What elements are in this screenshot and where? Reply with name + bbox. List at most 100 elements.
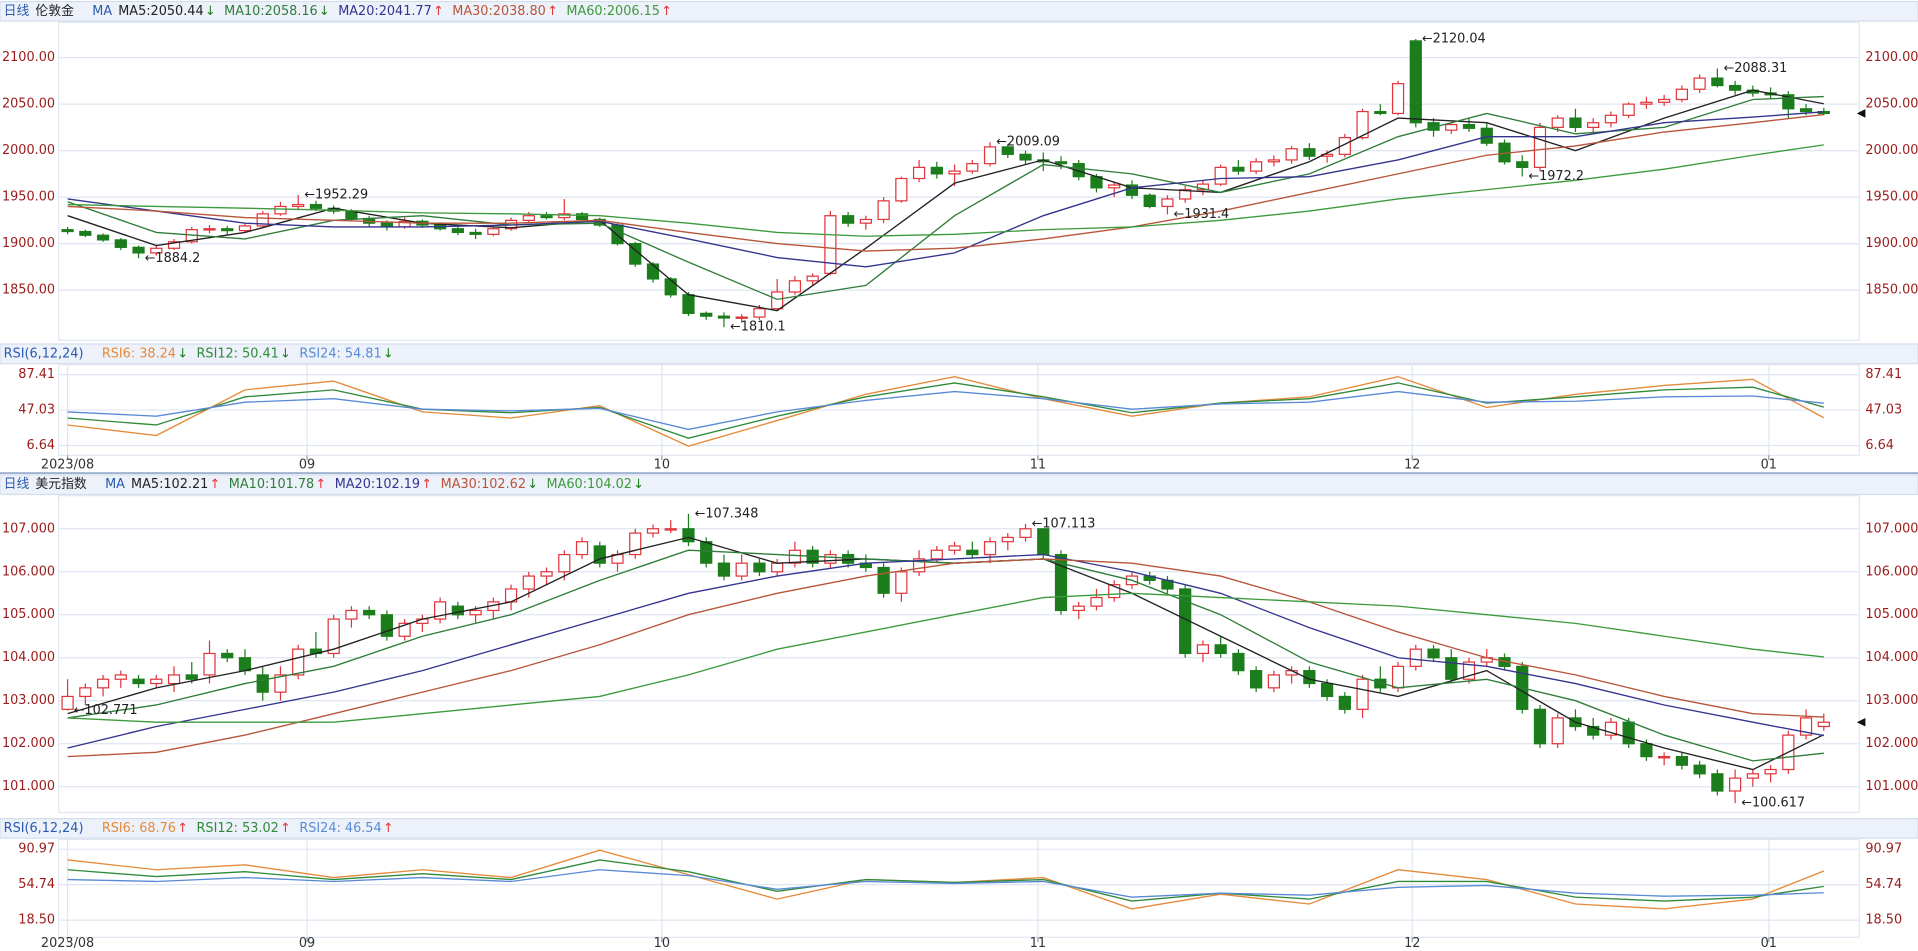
y-tick-label: 90.97: [18, 842, 55, 857]
candle-body: [717, 315, 731, 319]
candle-body: [1161, 198, 1174, 208]
legend-arrow: ↓: [205, 4, 216, 19]
candle-body: [1675, 88, 1689, 101]
candle-body: [753, 562, 766, 573]
candle-body: [1356, 110, 1369, 139]
legend-arrow: ↓: [527, 477, 538, 492]
y-tick-label: 2100.00: [2, 50, 55, 65]
extreme-annotation: ←2120.04: [1422, 32, 1486, 47]
legend-arrow: ↑: [661, 4, 672, 19]
candle-body: [1179, 189, 1192, 200]
candle-body: [1001, 536, 1014, 543]
candle-body: [292, 203, 305, 208]
candle-body: [1817, 721, 1830, 728]
candle-body: [771, 291, 784, 310]
legend-entry: MA20:102.19: [335, 477, 420, 492]
candle-body: [1480, 127, 1493, 144]
panel-title: RSI(6,12,24): [4, 346, 84, 361]
candle-body: [1072, 605, 1085, 612]
y-tick-label: 1950.00: [2, 190, 55, 205]
candle-body: [735, 562, 748, 577]
y-tick-label: 105.000: [2, 607, 55, 622]
candle-body: [629, 532, 642, 556]
candle-body: [593, 545, 606, 564]
x-tick-label: 12: [1404, 458, 1420, 473]
candle-body: [1675, 756, 1689, 766]
y-tick-label-right: 54.74: [1865, 877, 1902, 892]
candle-body: [96, 678, 110, 689]
candle-body: [646, 528, 660, 534]
candle-body: [522, 215, 535, 221]
candle-body: [1374, 110, 1387, 115]
extreme-annotation: ←2009.09: [996, 135, 1060, 150]
candle-body: [1250, 161, 1263, 172]
candle-body: [1427, 648, 1440, 659]
candle-body: [1640, 743, 1653, 758]
y-tick-label-right: 2050.00: [1865, 97, 1918, 112]
legend-arrow: ↓: [280, 346, 291, 361]
y-tick-label: 104.000: [2, 650, 55, 665]
legend-entry: RSI6: 68.76: [102, 821, 176, 836]
candle-body: [221, 652, 234, 659]
extreme-annotation: ←100.617: [1741, 796, 1805, 811]
y-tick-label: 103.000: [2, 693, 55, 708]
header-bar: [0, 0, 1918, 22]
candle-body: [1604, 721, 1618, 736]
candle-body: [1054, 161, 1068, 165]
candle-body: [824, 553, 837, 564]
candle-body: [203, 228, 216, 231]
candle-body: [682, 294, 695, 314]
candle-body: [469, 609, 482, 616]
y-tick-label: 2000.00: [2, 143, 55, 158]
candle-body: [1587, 122, 1600, 128]
candle-body: [114, 239, 127, 248]
candle-body: [1391, 83, 1405, 115]
candle-body: [1054, 553, 1068, 612]
extreme-annotation: ←1884.2: [145, 251, 201, 266]
candle-body: [948, 170, 961, 175]
panel-title: RSI(6,12,24): [4, 821, 84, 836]
y-tick-label-right: 105.000: [1865, 607, 1918, 622]
candle-body: [256, 213, 269, 227]
candle-body: [1462, 661, 1476, 680]
candle-body: [167, 241, 181, 249]
y-tick-label: 107.000: [2, 521, 55, 536]
extreme-annotation: ←2088.31: [1723, 61, 1787, 76]
legend-entry: RSI6: 38.24: [102, 346, 176, 361]
legend-arrow: ↑: [177, 821, 188, 836]
candle-body: [912, 558, 926, 573]
x-tick-label: 12: [1404, 936, 1420, 951]
x-tick-label: 01: [1761, 458, 1777, 473]
indicator-line: [67, 553, 1824, 749]
candle-body: [1658, 98, 1671, 103]
x-tick-label: 09: [299, 458, 315, 473]
candle-body: [1037, 528, 1050, 556]
candle-body: [1267, 159, 1280, 163]
extreme-annotation: ←107.348: [695, 506, 759, 521]
legend-entry: MA60:104.02: [547, 477, 632, 492]
y-tick-label-right: 87.41: [1865, 367, 1902, 382]
y-tick-label: 101.000: [2, 779, 55, 794]
candle-body: [1001, 146, 1014, 155]
candle-body: [646, 263, 660, 280]
legend-entry: RSI24: 54.81: [299, 346, 381, 361]
last-price-marker: [1856, 109, 1866, 118]
candle-body: [238, 657, 252, 672]
plot-area: [58, 838, 1860, 938]
y-tick-label: 2050.00: [2, 97, 55, 112]
candle-body: [309, 203, 323, 209]
candle-body: [1019, 528, 1032, 538]
candle-body: [1338, 695, 1351, 710]
legend-prefix: MA: [105, 477, 125, 492]
x-tick-label: 11: [1030, 936, 1046, 951]
candle-body: [451, 228, 464, 234]
y-tick-label-right: 6.64: [1865, 438, 1894, 453]
legend-arrow: ↑: [547, 4, 558, 19]
legend-arrow: ↑: [383, 821, 394, 836]
x-tick-label: 09: [299, 936, 315, 951]
legend-arrow: ↓: [633, 477, 644, 492]
candle-body: [132, 246, 145, 254]
candle-body: [1108, 184, 1121, 189]
last-price-marker: [1856, 717, 1866, 727]
candle-body: [1693, 77, 1706, 90]
